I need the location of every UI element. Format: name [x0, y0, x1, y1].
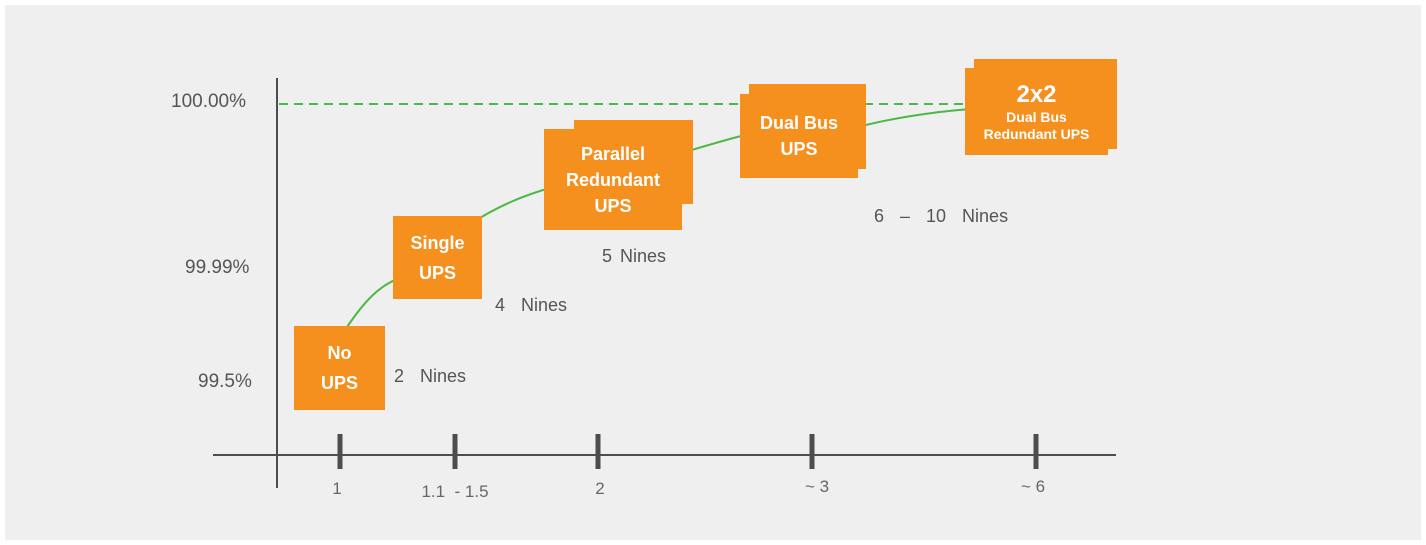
tier-dual-bus-ups-box: Dual Bus UPS [740, 94, 858, 178]
nines-label-5: 5 Nines [602, 246, 667, 266]
nines-label-6-10: 6 – 10 Nines [874, 206, 1009, 226]
tier-no-ups-line1: No [327, 343, 352, 363]
tier-parallel-line2: Redundant [566, 169, 660, 190]
y-label-99-5: 99.5% [198, 371, 252, 392]
y-label-99-99: 99.99% [185, 257, 250, 278]
tier-single-ups-line1: Single [410, 232, 465, 253]
tier-2x2-box: 2x2 Dual Bus Redundant UPS [965, 68, 1108, 155]
tier-2x2-line1: Dual Bus [1006, 108, 1067, 125]
nines-label-4: 4 Nines [495, 295, 568, 315]
availability-curve [344, 108, 976, 331]
x-label-3: 2 [595, 479, 605, 498]
nines-label-2: 2 Nines [394, 366, 467, 386]
diagram-panel [5, 5, 1421, 540]
x-label-2: 1.1 - 1.5 [421, 482, 489, 501]
tier-no-ups-box: No UPS [294, 326, 385, 410]
tier-parallel-line3: UPS [594, 195, 632, 216]
tier-dual-bus-line1: Dual Bus [759, 113, 838, 133]
x-label-5: ~ 6 [1020, 477, 1046, 496]
tier-dual-bus-line2: UPS [780, 139, 818, 159]
tier-single-ups-box: Single UPS [393, 216, 482, 299]
tier-2x2-title: 2x2 [1016, 80, 1057, 108]
tier-single-ups-line2: UPS [418, 262, 456, 283]
tier-parallel-line1: Parallel [580, 143, 646, 164]
y-label-100: 100.00% [171, 91, 247, 112]
x-label-1: 1 [332, 479, 342, 498]
x-label-4: ~ 3 [804, 477, 830, 496]
tier-no-ups-line2: UPS [320, 373, 358, 393]
tier-parallel-redundant-ups-box: Parallel Redundant UPS [544, 129, 682, 230]
tier-2x2-line2: Redundant UPS [983, 125, 1090, 142]
